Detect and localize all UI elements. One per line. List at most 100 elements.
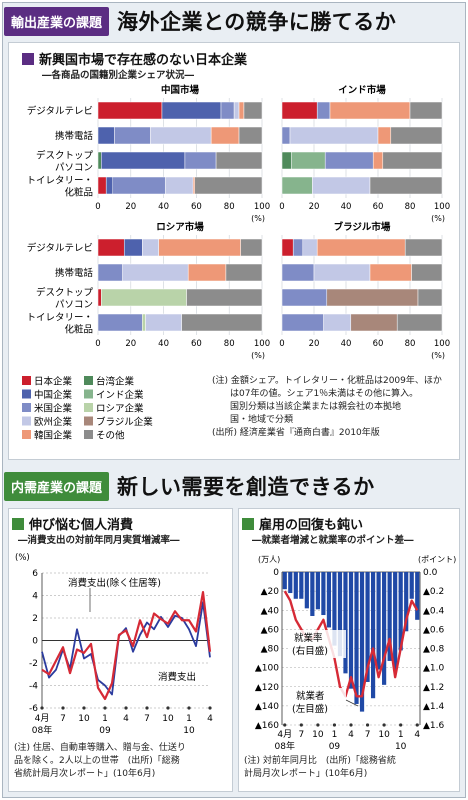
legend-swatch xyxy=(84,416,93,426)
employment-bar xyxy=(348,572,354,689)
employment-heading: 雇用の回復も鈍い xyxy=(242,514,363,533)
top-section-title: 海外企業との競争に勝てるか xyxy=(117,9,397,34)
x-tick-dot xyxy=(103,706,107,710)
bar-segment xyxy=(411,263,443,282)
share-panel-heading: 新興国市場で存在感のない日本企業 xyxy=(22,49,247,68)
x-tick-label: 0 xyxy=(95,339,100,349)
employment-note-line: 計局月次レポート」(10年6月) xyxy=(244,769,368,779)
annotation-label: 消費支出 xyxy=(158,671,196,683)
employment-bar xyxy=(398,572,403,651)
legend-label: 中国企業 xyxy=(34,389,73,401)
y2-tick-label: ▲0.6 xyxy=(423,625,445,635)
x-tick-dot xyxy=(382,723,386,727)
bottom-section-title: 新しい需要を創造できるか xyxy=(117,474,375,499)
x-tick-dot xyxy=(166,706,170,710)
row-label: パソコン xyxy=(55,300,93,311)
x-tick-label: 40 xyxy=(158,202,169,212)
bar-segment xyxy=(417,288,443,307)
bar-segment xyxy=(194,176,263,195)
bar-segment xyxy=(215,151,263,170)
legend-swatch xyxy=(84,430,93,439)
x-tick-label: 20 xyxy=(125,339,136,349)
x-tick-label: 100 xyxy=(254,339,270,349)
y-tick-label: ▲160 xyxy=(255,721,279,731)
unit-label: (%) xyxy=(431,214,445,223)
row-label: デスクトップ xyxy=(36,287,94,299)
bar-segment xyxy=(390,126,443,145)
share-notes: (注) 金額シェア。トイレタリー・化粧品は2009年、ほか は07年の値。シェア… xyxy=(212,375,457,440)
y2-tick-label: ▲1.2 xyxy=(423,683,444,693)
bottom-section-tag: 内需産業の課題 xyxy=(4,471,110,501)
x-tick-label: 40 xyxy=(341,339,352,349)
top-section-header: 輸出産業の課題 海外企業との競争に勝てるか xyxy=(0,3,396,39)
x-tick-label: 100 xyxy=(254,202,270,212)
row-label: 化粧品 xyxy=(64,187,93,199)
employment-bar xyxy=(415,572,420,620)
employment-bar xyxy=(370,572,376,699)
row-label: デスクトップ xyxy=(36,150,94,162)
heading-square-icon xyxy=(22,52,34,65)
y-tick-label: 6 xyxy=(32,569,38,579)
x-year-label: 08年 xyxy=(275,740,295,752)
y-tick-label: 2 xyxy=(32,614,38,624)
row-label: デジタルテレビ xyxy=(27,242,93,254)
x-tick-dot xyxy=(187,706,191,710)
x-tick-label: 80 xyxy=(224,202,235,212)
x-tick-label: 100 xyxy=(434,339,450,349)
y-tick-label: ▲120 xyxy=(255,683,279,693)
employment-bar xyxy=(321,572,326,616)
x-tick-label: 4月 xyxy=(277,729,292,740)
y2-axis-unit: (ポイント) xyxy=(418,555,456,564)
y-axis-unit: (万人) xyxy=(258,555,280,564)
top-section-tag: 輸出産業の課題 xyxy=(4,6,110,36)
legend-label: 日本企業 xyxy=(34,376,73,388)
bar-segment xyxy=(243,101,263,120)
employment-bar xyxy=(304,572,309,609)
x-tick-label: 1 xyxy=(398,730,404,740)
heading-square-icon xyxy=(242,517,254,530)
employment-bar xyxy=(359,572,365,712)
y-tick-label: ▲80 xyxy=(261,645,280,655)
share-note-line: は07年の値。シェア1％未満はその他に算入。 xyxy=(230,389,419,399)
bar-segment xyxy=(409,101,443,120)
y-tick-label: 0 xyxy=(273,568,279,578)
consumption-notes: (注) 住居、自動車等購入、贈与金、仕送り 品を除く。2人以上の世帯 (出所)「… xyxy=(14,742,229,781)
x-tick-label: 0 xyxy=(279,339,284,349)
x-year-label: 08年 xyxy=(32,724,52,736)
x-tick-dot xyxy=(283,723,287,727)
x-tick-label: 4月 xyxy=(35,713,50,724)
employment-note-line: (注) 対前年同月比 (出所)「総務省統 xyxy=(244,756,396,766)
employment-bar xyxy=(365,572,370,682)
employment-subtitle: ―就業者増減と就業率のポイント差― xyxy=(252,535,414,546)
bar-segment xyxy=(238,126,263,145)
bar-segment xyxy=(225,263,263,282)
x-tick-label: 1 xyxy=(332,730,338,740)
legend-label: その他 xyxy=(96,430,125,442)
x-tick-label: 60 xyxy=(191,202,202,212)
x-tick-dot xyxy=(316,723,320,727)
x-tick-label: 80 xyxy=(405,339,416,349)
annotation-label: 就業者 xyxy=(296,690,325,702)
employment-bar xyxy=(343,572,348,674)
bar-segment xyxy=(181,313,263,332)
x-tick-dot xyxy=(365,723,370,727)
consumption-subtitle: ―消費支出の対前年同月実質増減率― xyxy=(18,535,180,546)
row-label: 化粧品 xyxy=(64,324,93,336)
unit-label: (%) xyxy=(251,351,265,360)
y-tick-label: ▲40 xyxy=(261,606,280,616)
employment-bar xyxy=(393,572,398,671)
x-year-label: 09 xyxy=(99,726,111,736)
market-title: インド市場 xyxy=(338,84,386,96)
y2-tick-label: 0.0 xyxy=(423,568,438,578)
annotation-label: 就業率 xyxy=(294,632,323,644)
employment-bar xyxy=(282,572,287,590)
bar-segment xyxy=(382,151,443,170)
bar-segment xyxy=(369,176,443,195)
employment-bar xyxy=(387,572,392,661)
legend-swatch xyxy=(22,376,31,385)
x-tick-label: 0 xyxy=(279,202,284,212)
bottom-section-header: 内需産業の課題 新しい需要を創造できるか xyxy=(0,468,375,504)
